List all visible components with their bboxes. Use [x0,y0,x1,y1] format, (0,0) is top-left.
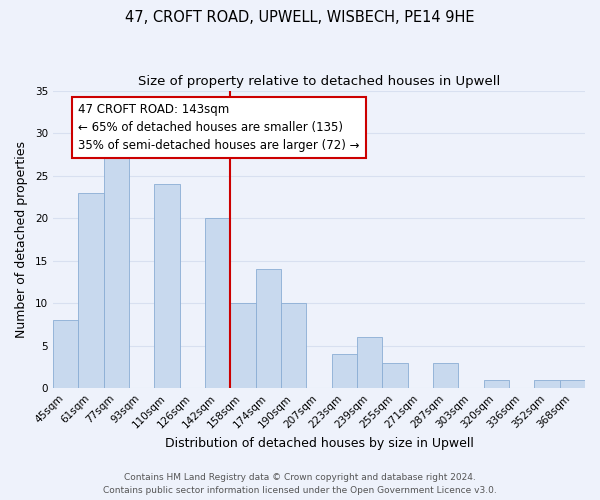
Bar [560,380,585,388]
Title: Size of property relative to detached houses in Upwell: Size of property relative to detached ho… [138,75,500,88]
Bar [154,184,180,388]
Bar [281,304,307,388]
Bar [53,320,79,388]
Text: 47, CROFT ROAD, UPWELL, WISBECH, PE14 9HE: 47, CROFT ROAD, UPWELL, WISBECH, PE14 9H… [125,10,475,25]
Text: 47 CROFT ROAD: 143sqm
← 65% of detached houses are smaller (135)
35% of semi-det: 47 CROFT ROAD: 143sqm ← 65% of detached … [79,104,360,152]
Text: Contains HM Land Registry data © Crown copyright and database right 2024.
Contai: Contains HM Land Registry data © Crown c… [103,474,497,495]
X-axis label: Distribution of detached houses by size in Upwell: Distribution of detached houses by size … [164,437,473,450]
Bar [332,354,357,388]
Bar [230,304,256,388]
Bar [104,150,129,388]
Bar [256,269,281,388]
Y-axis label: Number of detached properties: Number of detached properties [15,141,28,338]
Bar [484,380,509,388]
Bar [205,218,230,388]
Bar [357,338,382,388]
Bar [535,380,560,388]
Bar [79,192,104,388]
Bar [382,363,407,388]
Bar [433,363,458,388]
